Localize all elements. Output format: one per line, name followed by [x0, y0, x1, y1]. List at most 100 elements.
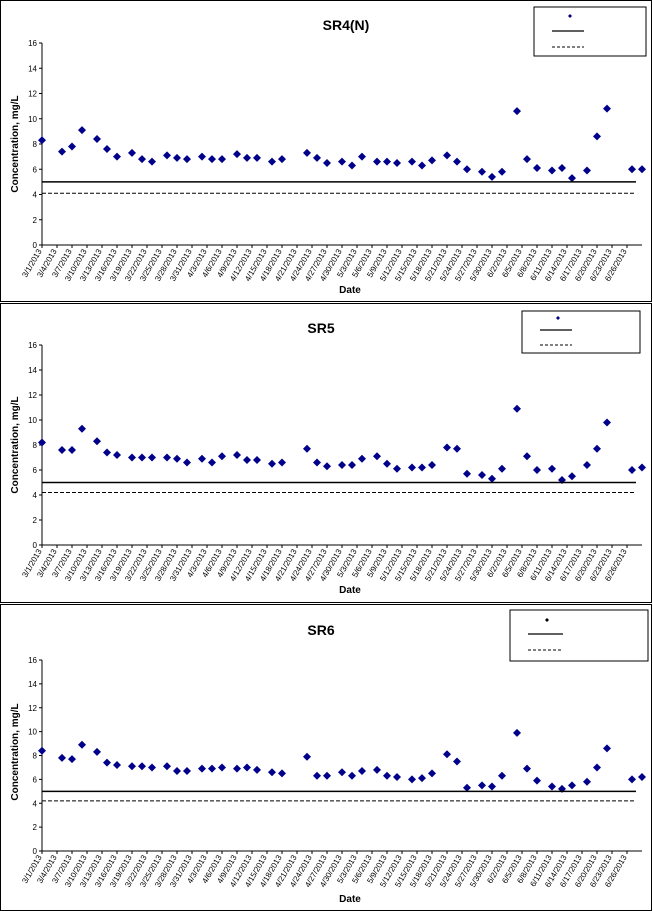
data-point — [148, 157, 156, 166]
data-point — [103, 145, 111, 154]
data-point — [113, 152, 121, 161]
data-point — [478, 167, 486, 176]
y-tick-label: 10 — [28, 416, 37, 425]
y-tick-label: 2 — [33, 216, 38, 225]
data-point — [428, 769, 436, 778]
data-point — [148, 763, 156, 772]
y-tick-label: 2 — [33, 823, 38, 832]
data-point — [58, 147, 66, 156]
y-tick-label: 10 — [28, 728, 37, 737]
data-point — [93, 134, 101, 143]
data-point — [173, 454, 181, 463]
data-point — [323, 462, 331, 471]
chart-sr5-svg: SR5 Concentration, mg/L Date 0 2 4 6 8 10 12 14… — [10, 310, 646, 596]
y-tick-label: 12 — [28, 704, 37, 713]
data-point — [558, 163, 566, 172]
data-point — [383, 157, 391, 166]
data-point — [373, 157, 381, 166]
plot-area: 02468101214163/1/20133/4/20133/7/20133/1… — [20, 39, 646, 283]
data-point — [533, 776, 541, 785]
chart-title: SR5 — [307, 320, 334, 336]
data-point — [338, 157, 346, 166]
data-point — [198, 454, 206, 463]
data-point — [348, 461, 356, 469]
data-point — [583, 461, 591, 469]
data-point — [163, 151, 171, 160]
data-point — [313, 153, 321, 162]
data-point — [523, 764, 531, 773]
data-point — [593, 763, 601, 772]
data-point — [78, 424, 86, 433]
data-point — [358, 767, 366, 776]
data-point — [183, 458, 191, 467]
data-point — [208, 458, 216, 467]
data-point — [233, 150, 241, 159]
data-point — [68, 142, 76, 151]
data-point — [138, 762, 146, 771]
data-point — [408, 157, 416, 166]
y-tick-label: 8 — [33, 752, 38, 761]
y-tick-label: 8 — [33, 140, 38, 149]
data-point — [338, 461, 346, 469]
data-point — [513, 728, 521, 737]
data-point — [453, 757, 461, 766]
data-point — [218, 763, 226, 772]
data-point — [488, 782, 496, 791]
y-tick-label: 12 — [28, 391, 37, 400]
data-point — [488, 474, 496, 483]
data-point — [253, 456, 261, 464]
data-point — [313, 458, 321, 467]
data-point — [78, 126, 86, 135]
y-axis-label: Concentration, mg/L — [10, 703, 21, 800]
legend-marker — [556, 316, 560, 320]
data-point — [253, 153, 261, 162]
legend-box — [533, 6, 647, 57]
y-tick-label: 16 — [28, 656, 37, 665]
data-point — [128, 453, 136, 462]
y-tick-label: 8 — [33, 441, 38, 450]
data-point — [443, 151, 451, 160]
data-point — [233, 764, 241, 773]
y-tick-label: 6 — [33, 466, 38, 475]
data-point — [138, 155, 146, 164]
data-point — [638, 463, 646, 472]
data-point — [148, 453, 156, 462]
data-point — [243, 763, 251, 772]
data-point — [428, 461, 436, 469]
data-point — [128, 762, 136, 771]
legend — [521, 310, 641, 354]
legend — [509, 609, 649, 662]
data-point — [408, 463, 416, 472]
data-point — [38, 746, 46, 755]
data-point — [78, 740, 86, 749]
y-tick-label: 0 — [33, 541, 38, 550]
data-point — [278, 458, 286, 467]
data-point — [603, 418, 611, 427]
data-point — [268, 459, 276, 468]
data-point — [198, 152, 206, 161]
data-point — [418, 161, 426, 170]
data-point — [58, 753, 66, 762]
data-point — [393, 158, 401, 167]
x-axis-label: Date — [339, 285, 361, 296]
y-tick-label: 4 — [33, 491, 38, 500]
y-tick-label: 14 — [28, 680, 37, 689]
data-point — [418, 774, 426, 783]
data-point — [478, 781, 486, 790]
data-point — [603, 744, 611, 753]
data-point — [113, 451, 121, 459]
data-point — [568, 174, 576, 183]
data-point — [38, 136, 46, 145]
data-point — [268, 157, 276, 166]
data-point — [338, 768, 346, 777]
y-axis-label: Concentration, mg/L — [10, 95, 21, 192]
data-point — [513, 404, 521, 413]
y-tick-label: 2 — [33, 516, 38, 525]
data-point — [243, 456, 251, 464]
chart-panel-sr4n: SR4(N) Concentration, mg/L Date 0 2 4 6 8 10 1… — [0, 0, 652, 302]
y-tick-label: 4 — [33, 191, 38, 200]
data-point — [208, 764, 216, 773]
data-point — [488, 172, 496, 181]
y-tick-label: 12 — [28, 90, 37, 99]
y-axis-label: Concentration, mg/L — [10, 396, 21, 493]
